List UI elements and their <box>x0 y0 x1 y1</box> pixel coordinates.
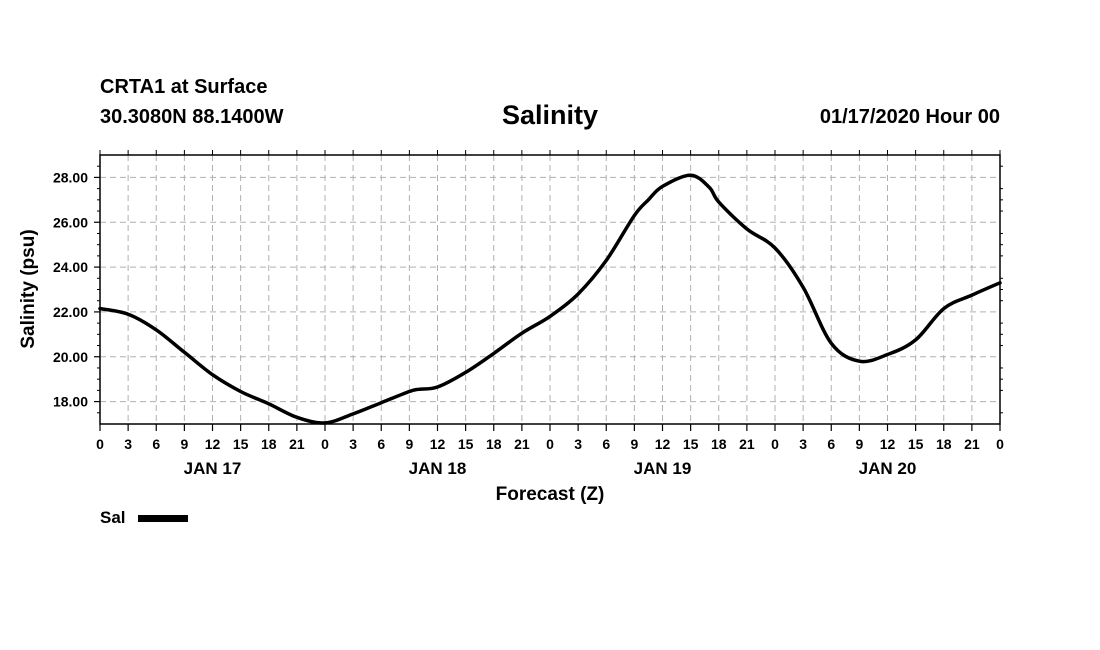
x-tick-label: 12 <box>430 436 446 452</box>
y-tick-label: 28.00 <box>53 169 88 185</box>
day-label: JAN 20 <box>859 459 917 478</box>
x-tick-label: 15 <box>458 436 474 452</box>
chart-title: Salinity <box>501 100 599 130</box>
y-tick-label: 18.00 <box>53 394 88 410</box>
x-tick-label: 6 <box>602 436 610 452</box>
x-tick-label: 12 <box>880 436 896 452</box>
x-tick-label: 21 <box>964 436 980 452</box>
x-tick-label: 18 <box>486 436 502 452</box>
y-tick-label: 22.00 <box>53 304 88 320</box>
station-label: CRTA1 at Surface <box>100 76 268 98</box>
x-tick-label: 6 <box>152 436 160 452</box>
y-tick-label: 24.00 <box>53 259 88 275</box>
grid-layer <box>99 155 1001 424</box>
x-tick-label: 9 <box>405 436 413 452</box>
x-tick-label: 0 <box>321 436 329 452</box>
x-tick-label: 9 <box>630 436 638 452</box>
day-label: JAN 19 <box>634 459 692 478</box>
forecast-timestamp: 01/17/2020 Hour 00 <box>819 106 1000 128</box>
x-tick-label: 21 <box>289 436 305 452</box>
x-tick-label: 18 <box>261 436 277 452</box>
x-tick-label: 3 <box>574 436 582 452</box>
y-tick-label: 20.00 <box>53 349 88 365</box>
y-tick-label: 26.00 <box>53 214 88 230</box>
y-axis-label: Salinity (psu) <box>18 229 39 348</box>
x-tick-label: 18 <box>711 436 727 452</box>
x-axis-label: Forecast (Z) <box>496 484 605 505</box>
legend-label: Sal <box>100 508 126 527</box>
x-tick-label: 21 <box>514 436 530 452</box>
x-tick-label: 18 <box>936 436 952 452</box>
coordinates-label: 30.3080N 88.1400W <box>100 106 284 128</box>
x-tick-label: 6 <box>377 436 385 452</box>
x-tick-label: 6 <box>827 436 835 452</box>
legend-swatch <box>137 514 188 522</box>
x-axis: 0 3 6 9 12 15 18 21 0 3 6 9 12 15 18 21 0 3 6 9 12 15 18 21 0 3 6 9… <box>96 150 1004 452</box>
x-tick-label: 3 <box>799 436 807 452</box>
x-tick-label: 15 <box>233 436 249 452</box>
y-axis: 18.00 20.00 22.00 24.00 26.00 28.00 <box>53 169 100 410</box>
x-tick-label: 0 <box>996 436 1004 452</box>
x-tick-label: 9 <box>180 436 188 452</box>
x-tick-label: 15 <box>683 436 699 452</box>
x-tick-label: 12 <box>655 436 671 452</box>
legend: Sal <box>100 508 188 528</box>
day-label: JAN 18 <box>409 459 467 478</box>
x-tick-label: 0 <box>546 436 554 452</box>
day-labels: JAN 17 JAN 18 JAN 19 JAN 20 <box>184 459 917 478</box>
x-tick-label: 9 <box>855 436 863 452</box>
day-label: JAN 17 <box>184 459 242 478</box>
x-tick-label: 3 <box>349 436 357 452</box>
x-tick-label: 0 <box>96 436 104 452</box>
x-tick-label: 0 <box>771 436 779 452</box>
x-tick-label: 12 <box>205 436 221 452</box>
x-tick-label: 3 <box>124 436 132 452</box>
series-line-sal <box>98 173 1002 425</box>
x-tick-label: 15 <box>908 436 924 452</box>
x-tick-label: 21 <box>739 436 755 452</box>
